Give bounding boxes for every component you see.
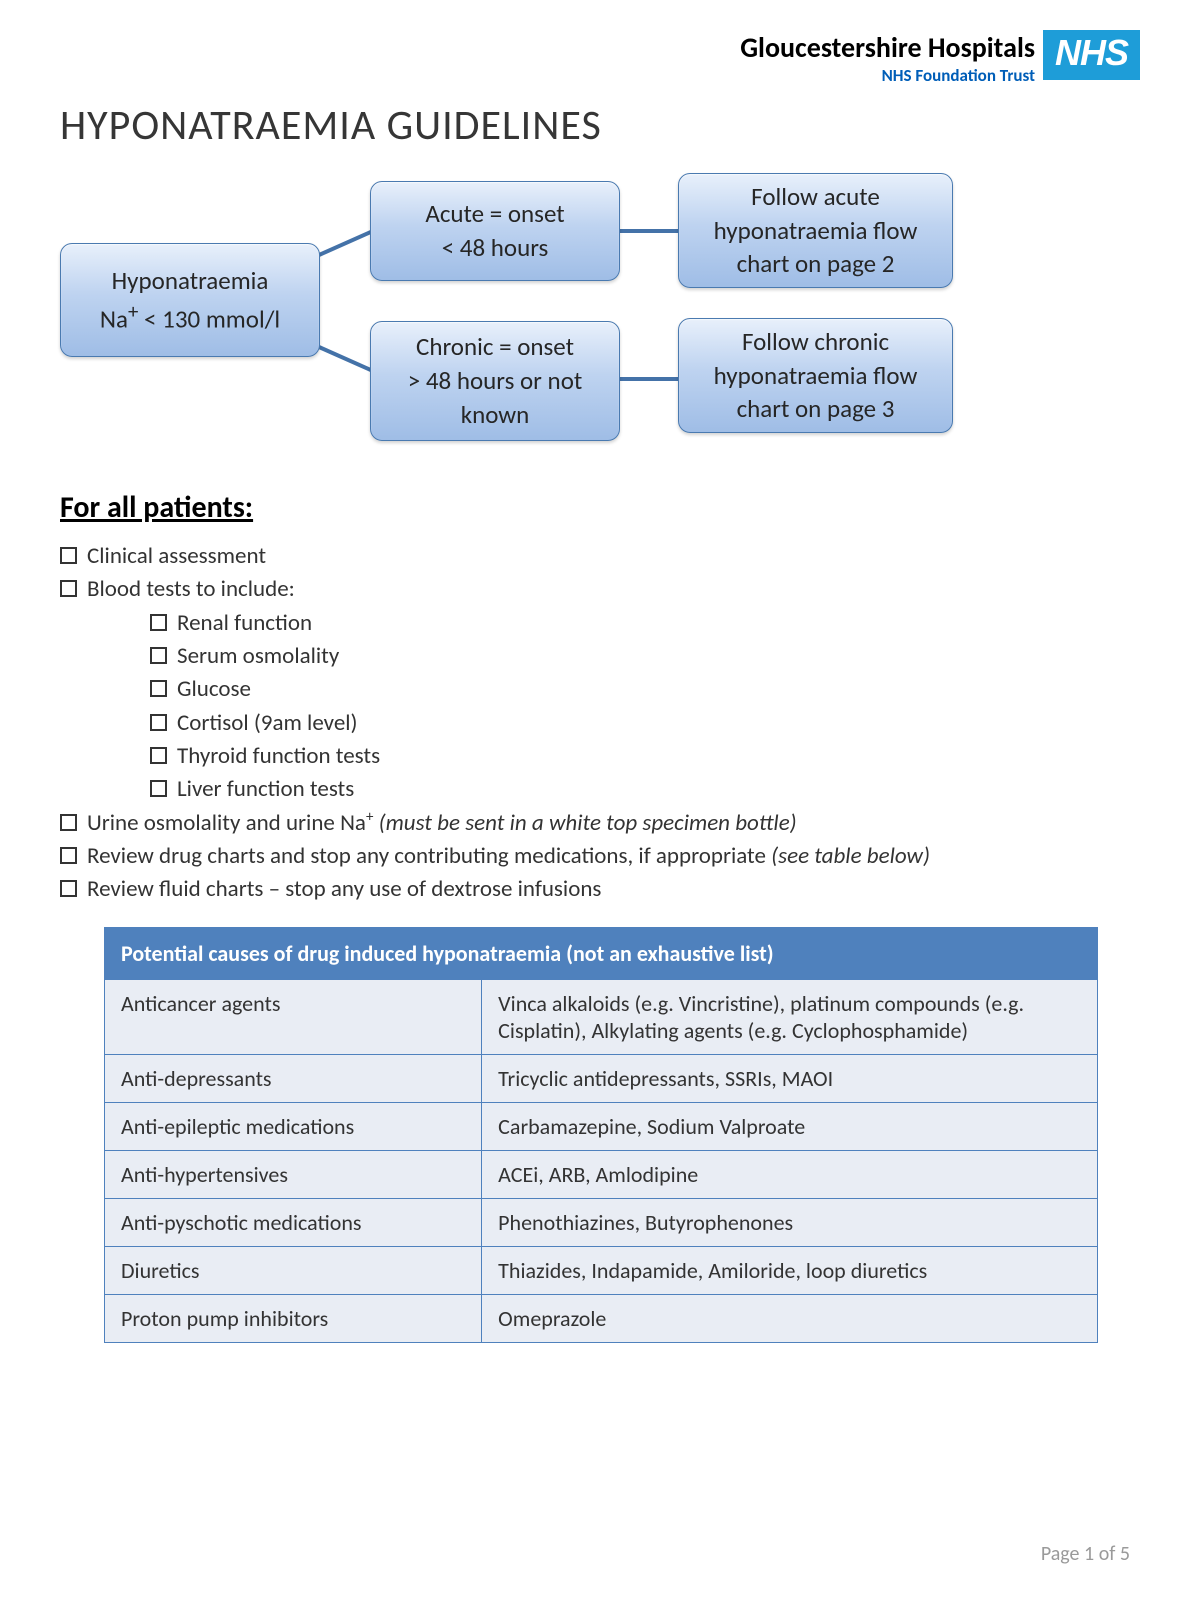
hospital-name: Gloucestershire Hospitals — [740, 30, 1035, 65]
checkbox-icon — [150, 614, 167, 631]
drug-class-cell: Anticancer agents — [105, 979, 482, 1054]
node-chronic-line2: > 48 hours or not known — [379, 364, 611, 432]
node-acute-line2: < 48 hours — [442, 231, 549, 265]
table-row: DiureticsThiazides, Indapamide, Amilorid… — [105, 1246, 1098, 1294]
connector-chronic-follow — [618, 377, 680, 381]
drug-class-cell: Anti-depressants — [105, 1054, 482, 1102]
table-row: Anti-hypertensivesACEi, ARB, Amlodipine — [105, 1150, 1098, 1198]
checklist-text: Blood tests to include: — [87, 573, 295, 606]
checklist: Clinical assessmentBlood tests to includ… — [60, 540, 1140, 907]
table-header: Potential causes of drug induced hyponat… — [105, 927, 1098, 979]
drug-examples-cell: Tricyclic antidepressants, SSRIs, MAOI — [482, 1054, 1097, 1102]
node-root: Hyponatraemia Na+ < 130 mmol/l — [60, 243, 320, 357]
flowchart: Hyponatraemia Na+ < 130 mmol/l Acute = o… — [60, 173, 1140, 463]
node-acute-line1: Acute = onset — [425, 197, 564, 231]
checklist-item: Serum osmolality — [60, 640, 1140, 673]
checklist-text: Cortisol (9am level) — [177, 707, 358, 740]
table-row: Anti-pyschotic medicationsPhenothiazines… — [105, 1198, 1098, 1246]
checklist-item: Liver function tests — [60, 773, 1140, 806]
checklist-text: Clinical assessment — [87, 540, 266, 573]
checklist-item: Review fluid charts – stop any use of de… — [60, 873, 1140, 906]
checklist-item: Review drug charts and stop any contribu… — [60, 840, 1140, 873]
drug-examples-cell: Carbamazepine, Sodium Valproate — [482, 1102, 1097, 1150]
drug-class-cell: Anti-hypertensives — [105, 1150, 482, 1198]
table-body: Anticancer agentsVinca alkaloids (e.g. V… — [105, 979, 1098, 1342]
drug-examples-cell: ACEi, ARB, Amlodipine — [482, 1150, 1097, 1198]
table-row: Anticancer agentsVinca alkaloids (e.g. V… — [105, 979, 1098, 1054]
checkbox-icon — [150, 747, 167, 764]
checkbox-icon — [60, 580, 77, 597]
checkbox-icon — [60, 880, 77, 897]
drug-class-cell: Anti-pyschotic medications — [105, 1198, 482, 1246]
table-row: Proton pump inhibitorsOmeprazole — [105, 1294, 1098, 1342]
drug-examples-cell: Vinca alkaloids (e.g. Vincristine), plat… — [482, 979, 1097, 1054]
checklist-item: Glucose — [60, 673, 1140, 706]
checklist-text: Glucose — [177, 673, 251, 706]
node-chronic: Chronic = onset > 48 hours or not known — [370, 321, 620, 441]
checkbox-icon — [60, 847, 77, 864]
node-root-line2: Na+ < 130 mmol/l — [100, 297, 280, 336]
checkbox-icon — [150, 780, 167, 797]
checklist-text: Renal function — [177, 607, 312, 640]
checklist-text: Liver function tests — [177, 773, 354, 806]
drug-causes-table: Potential causes of drug induced hyponat… — [104, 927, 1098, 1343]
drug-examples-cell: Omeprazole — [482, 1294, 1097, 1342]
checklist-item: Renal function — [60, 607, 1140, 640]
checkbox-icon — [150, 680, 167, 697]
header-text-block: Gloucestershire Hospitals NHS Foundation… — [740, 30, 1035, 86]
drug-class-cell: Proton pump inhibitors — [105, 1294, 482, 1342]
table-row: Anti-epileptic medicationsCarbamazepine,… — [105, 1102, 1098, 1150]
trust-name: NHS Foundation Trust — [740, 65, 1035, 86]
page-number: Page 1 of 5 — [1041, 1542, 1130, 1566]
checkbox-icon — [60, 814, 77, 831]
checklist-text: Serum osmolality — [177, 640, 339, 673]
checkbox-icon — [150, 647, 167, 664]
page-header: Gloucestershire Hospitals NHS Foundation… — [60, 30, 1140, 86]
checklist-item: Blood tests to include: — [60, 573, 1140, 606]
for-all-header: For all patients: — [60, 489, 1140, 526]
drug-class-cell: Anti-epileptic medications — [105, 1102, 482, 1150]
checklist-text: Review fluid charts – stop any use of de… — [87, 873, 601, 906]
checklist-text: Thyroid function tests — [177, 740, 380, 773]
checklist-item: Thyroid function tests — [60, 740, 1140, 773]
table-row: Anti-depressantsTricyclic antidepressant… — [105, 1054, 1098, 1102]
connector-acute-follow — [618, 229, 680, 233]
node-root-line1: Hyponatraemia — [112, 264, 269, 298]
node-acute: Acute = onset < 48 hours — [370, 181, 620, 281]
checklist-item: Cortisol (9am level) — [60, 707, 1140, 740]
node-acute-follow: Follow acute hyponatraemia flow chart on… — [678, 173, 953, 288]
page-title: HYPONATRAEMIA GUIDELINES — [60, 100, 1140, 151]
drug-class-cell: Diuretics — [105, 1246, 482, 1294]
page-container: Gloucestershire Hospitals NHS Foundation… — [0, 0, 1200, 1600]
checkbox-icon — [60, 547, 77, 564]
checklist-item: Urine osmolality and urine Na+ (must be … — [60, 807, 1140, 840]
nhs-logo: NHS — [1043, 30, 1140, 80]
checklist-text: Urine osmolality and urine Na+ (must be … — [87, 807, 797, 840]
drug-examples-cell: Phenothiazines, Butyrophenones — [482, 1198, 1097, 1246]
node-acute-follow-text: Follow acute hyponatraemia flow chart on… — [687, 180, 944, 281]
checklist-item: Clinical assessment — [60, 540, 1140, 573]
checklist-text: Review drug charts and stop any contribu… — [87, 840, 930, 873]
node-chronic-follow: Follow chronic hyponatraemia flow chart … — [678, 318, 953, 433]
node-chronic-line1: Chronic = onset — [416, 330, 574, 364]
node-chronic-follow-text: Follow chronic hyponatraemia flow chart … — [687, 325, 944, 426]
checkbox-icon — [150, 714, 167, 731]
drug-examples-cell: Thiazides, Indapamide, Amiloride, loop d… — [482, 1246, 1097, 1294]
